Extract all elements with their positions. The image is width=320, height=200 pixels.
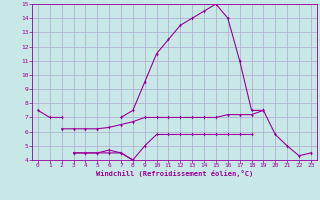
X-axis label: Windchill (Refroidissement éolien,°C): Windchill (Refroidissement éolien,°C): [96, 170, 253, 177]
